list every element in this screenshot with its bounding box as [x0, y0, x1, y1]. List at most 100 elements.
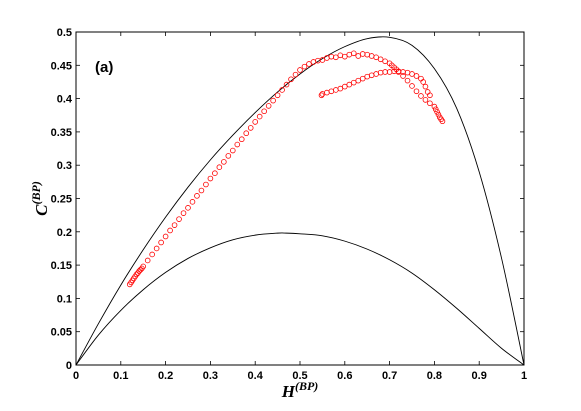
- y-tick-label: 0.2: [57, 227, 72, 239]
- data-point: [212, 170, 218, 176]
- data-point: [355, 53, 362, 59]
- x-tick-label: 1: [521, 370, 527, 382]
- x-tick-label: 0.4: [248, 370, 264, 382]
- data-point: [350, 79, 357, 86]
- data-point: [328, 88, 335, 95]
- data-point: [140, 263, 147, 270]
- y-tick-label: 0: [66, 360, 72, 372]
- x-tick-label: 0.7: [382, 370, 397, 382]
- data-point: [194, 193, 200, 199]
- lower-boundary-curve: [75, 232, 525, 366]
- data-point: [382, 58, 388, 65]
- data-point: [247, 125, 254, 131]
- data-point: [265, 103, 272, 109]
- data-point: [413, 73, 420, 79]
- data-point: [418, 93, 424, 99]
- x-tick-label: 0: [73, 370, 79, 382]
- data-point: [185, 205, 191, 211]
- y-axis-title-base: C: [32, 204, 51, 216]
- data-point: [404, 69, 411, 76]
- data-point: [400, 73, 406, 79]
- data-point: [225, 153, 232, 159]
- data-point: [221, 159, 227, 165]
- data-point: [297, 67, 303, 73]
- x-tick-label: 0.6: [337, 370, 352, 382]
- data-point: [238, 136, 245, 143]
- plot-frame: [75, 31, 525, 366]
- x-axis-title-base: H: [281, 382, 296, 401]
- data-point: [167, 227, 173, 234]
- x-tick-label: 0.9: [472, 370, 487, 382]
- data-point: [310, 59, 317, 65]
- y-tick-label: 0.25: [51, 194, 72, 206]
- data-point: [180, 210, 187, 216]
- y-axis-title: C(BP): [29, 181, 51, 216]
- data-point: [364, 51, 371, 58]
- data-point: [422, 97, 429, 103]
- data-point: [373, 71, 379, 77]
- data-points: [126, 50, 446, 288]
- data-point: [153, 245, 160, 252]
- data-point: [368, 72, 375, 79]
- y-tick-label: 0.15: [51, 260, 72, 272]
- data-point: [377, 69, 384, 76]
- data-point: [319, 91, 326, 97]
- data-point: [368, 53, 375, 59]
- data-point: [346, 51, 353, 58]
- y-tick-label: 0.1: [57, 293, 72, 305]
- x-tick-label: 0.3: [203, 370, 218, 382]
- y-tick-label: 0.3: [57, 160, 72, 172]
- data-point: [283, 81, 290, 88]
- data-point: [364, 73, 371, 80]
- y-tick-label: 0.5: [57, 27, 72, 39]
- data-point: [404, 77, 411, 84]
- data-point: [350, 50, 357, 57]
- data-point: [333, 87, 339, 93]
- data-point: [234, 141, 241, 148]
- data-point: [171, 222, 178, 228]
- data-point: [158, 239, 164, 246]
- x-tick-label: 0.1: [113, 370, 128, 382]
- data-point: [373, 54, 379, 61]
- data-point: [137, 266, 144, 273]
- data-point: [359, 51, 366, 57]
- data-point: [346, 81, 353, 88]
- data-point: [333, 54, 339, 61]
- data-point: [382, 69, 388, 75]
- data-point: [424, 89, 431, 95]
- data-point: [243, 130, 250, 137]
- data-point: [270, 97, 276, 104]
- x-tick-label: 0.8: [427, 370, 442, 382]
- data-point: [301, 63, 308, 70]
- data-point: [288, 76, 294, 83]
- data-point: [256, 113, 263, 120]
- data-point: [261, 108, 267, 115]
- data-point: [427, 100, 433, 107]
- data-point: [292, 71, 299, 78]
- data-point: [409, 71, 415, 77]
- panel-label: (a): [95, 59, 113, 76]
- data-point: [319, 57, 326, 63]
- y-tick-label: 0.35: [51, 127, 72, 139]
- data-point: [337, 85, 344, 92]
- data-point: [431, 103, 438, 110]
- data-point: [274, 92, 281, 99]
- data-point: [207, 175, 214, 182]
- x-axis-title-superscript: (BP): [295, 379, 318, 393]
- data-point: [230, 147, 236, 154]
- data-point: [439, 118, 446, 125]
- data-point: [306, 61, 312, 67]
- x-axis-title: H(BP): [281, 379, 319, 401]
- data-point: [377, 56, 384, 63]
- data-point: [133, 271, 140, 278]
- data-point: [189, 199, 196, 205]
- data-point: [435, 111, 442, 118]
- y-tick-label: 0.4: [57, 94, 73, 106]
- axis-ticks: 0 0.1 0.2 0.3 0.4 0.5 0.6 0.7 0.8 0.9 1 0 0.05 0.1 0.1…: [51, 27, 527, 382]
- boundary-curves: [75, 36, 525, 366]
- data-point: [341, 83, 348, 90]
- data-point: [434, 109, 440, 115]
- x-tick-label: 0.5: [292, 370, 307, 382]
- data-point: [341, 53, 348, 60]
